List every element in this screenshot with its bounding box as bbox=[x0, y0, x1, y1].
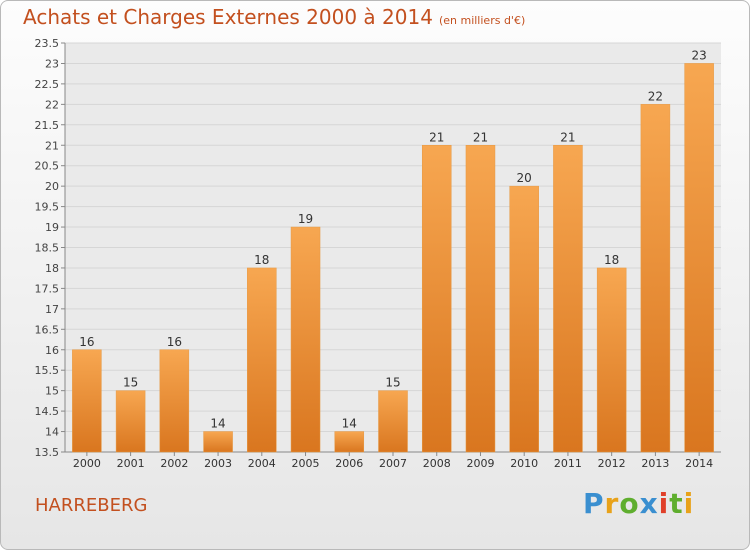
data-label: 15 bbox=[385, 376, 400, 390]
bar bbox=[334, 431, 365, 453]
bar bbox=[509, 185, 539, 453]
x-tick-label: 2004 bbox=[248, 457, 276, 470]
bar bbox=[640, 104, 671, 453]
data-label: 14 bbox=[342, 417, 357, 431]
logo-letter: x bbox=[639, 487, 659, 520]
bar bbox=[290, 226, 321, 453]
y-tick-label: 14 bbox=[45, 426, 59, 439]
bar bbox=[596, 267, 627, 453]
x-tick-label: 2011 bbox=[554, 457, 582, 470]
y-tick-label: 23.5 bbox=[35, 37, 60, 50]
y-tick-label: 13.5 bbox=[35, 446, 60, 459]
y-tick-label: 17.5 bbox=[35, 282, 60, 295]
x-tick-label: 2007 bbox=[379, 457, 407, 470]
logo-letter: o bbox=[619, 487, 640, 520]
bar bbox=[553, 145, 583, 453]
x-tick-label: 2009 bbox=[466, 457, 494, 470]
data-label: 16 bbox=[167, 335, 182, 349]
bar bbox=[421, 145, 452, 453]
y-tick-label: 17 bbox=[45, 303, 59, 316]
data-label: 21 bbox=[560, 130, 575, 144]
location-label: HARREBERG bbox=[35, 495, 148, 516]
data-label: 21 bbox=[429, 130, 444, 144]
chart-title-block: Achats et Charges Externes 2000 à 2014 (e… bbox=[23, 5, 525, 29]
data-label: 15 bbox=[123, 376, 138, 390]
y-tick-label: 15.5 bbox=[35, 364, 60, 377]
x-tick-label: 2000 bbox=[73, 457, 101, 470]
x-tick-label: 2003 bbox=[204, 457, 232, 470]
x-tick-label: 2014 bbox=[685, 457, 713, 470]
y-tick-label: 16 bbox=[45, 344, 59, 357]
x-tick-label: 2008 bbox=[423, 457, 451, 470]
y-tick-label: 18.5 bbox=[35, 242, 60, 255]
x-tick-label: 2012 bbox=[598, 457, 626, 470]
unit-label: (en milliers d'€) bbox=[438, 14, 526, 27]
y-tick-label: 19 bbox=[45, 221, 59, 234]
bar bbox=[247, 267, 277, 453]
data-label: 19 bbox=[298, 212, 313, 226]
data-label: 22 bbox=[648, 89, 663, 103]
y-tick-label: 15 bbox=[45, 385, 59, 398]
bar bbox=[203, 431, 233, 453]
bar bbox=[465, 145, 496, 453]
data-label: 18 bbox=[254, 253, 269, 267]
x-tick-label: 2013 bbox=[641, 457, 669, 470]
x-tick-label: 2001 bbox=[117, 457, 145, 470]
bar bbox=[159, 349, 190, 453]
x-tick-label: 2010 bbox=[510, 457, 538, 470]
logo-letter: r bbox=[604, 487, 620, 520]
y-tick-label: 14.5 bbox=[35, 405, 60, 418]
y-tick-label: 21.5 bbox=[35, 119, 60, 132]
bar bbox=[684, 63, 714, 453]
y-tick-label: 22 bbox=[45, 98, 59, 111]
chart-title: Achats et Charges Externes 2000 à 2014 bbox=[23, 5, 433, 29]
data-label: 16 bbox=[79, 335, 94, 349]
data-label: 18 bbox=[604, 253, 619, 267]
data-label: 14 bbox=[210, 417, 225, 431]
x-tick-label: 2002 bbox=[160, 457, 188, 470]
data-label: 23 bbox=[691, 48, 706, 62]
logo-letter: i bbox=[658, 487, 670, 520]
data-label: 21 bbox=[473, 130, 488, 144]
logo-letter: t bbox=[669, 487, 684, 520]
bar bbox=[115, 390, 146, 453]
bar bbox=[378, 390, 408, 453]
proxiti-logo: Proxiti bbox=[583, 487, 694, 520]
y-tick-label: 20 bbox=[45, 180, 59, 193]
logo-letter: P bbox=[583, 487, 605, 520]
y-tick-label: 19.5 bbox=[35, 201, 60, 214]
y-tick-label: 22.5 bbox=[35, 78, 60, 91]
data-label: 20 bbox=[517, 171, 532, 185]
y-tick-label: 21 bbox=[45, 139, 59, 152]
bar bbox=[72, 349, 102, 453]
x-tick-label: 2006 bbox=[335, 457, 363, 470]
x-tick-label: 2005 bbox=[292, 457, 320, 470]
y-tick-label: 18 bbox=[45, 262, 59, 275]
y-tick-label: 16.5 bbox=[35, 323, 60, 336]
logo-letter: i bbox=[683, 487, 695, 520]
y-tick-label: 20.5 bbox=[35, 160, 60, 173]
y-tick-label: 23 bbox=[45, 57, 59, 70]
